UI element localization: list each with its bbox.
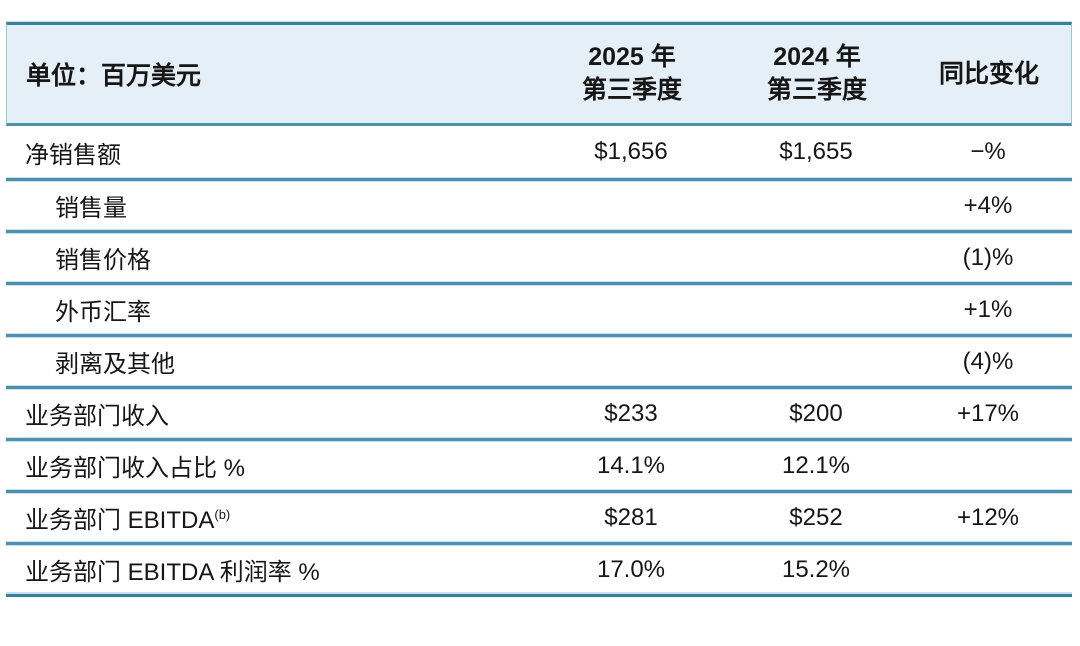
- value-yoy-change: +17%: [956, 399, 1020, 427]
- row-label: 销售量: [6, 188, 538, 223]
- row-label: 净销售额: [6, 135, 538, 170]
- row-label: 业务部门收入: [6, 396, 538, 431]
- value-2024-q3: 12.1%: [781, 451, 851, 479]
- row-label-text: 销售价格: [55, 247, 151, 274]
- unit-label: 单位：百万美元: [26, 62, 202, 90]
- value-yoy-change: −%: [970, 138, 1006, 165]
- column-header-2024-q3: 2024 年 第三季度: [725, 41, 909, 107]
- row-label: 业务部门 EBITDA(b): [6, 500, 538, 535]
- row-label: 业务部门收入占比 %: [6, 448, 538, 483]
- row-label-superscript: (b): [214, 507, 231, 522]
- value-yoy-change: (4)%: [962, 347, 1014, 375]
- value-yoy-change: +1%: [963, 295, 1013, 323]
- table-row: 净销售额 $1,656 $1,655 −%: [6, 126, 1072, 178]
- row-label-text: 业务部门收入占比 %: [25, 455, 246, 482]
- column-header-2025-q3: 2025 年 第三季度: [539, 41, 725, 107]
- value-2025-q3: $1,656: [594, 138, 668, 165]
- column-header-2025-line2: 第三季度: [581, 76, 682, 104]
- value-2024-q3: $1,655: [779, 138, 853, 165]
- table-row: 销售价格 (1)%: [6, 230, 1072, 282]
- table-body: 净销售额 $1,656 $1,655 −% 销售量 +4% 销售价格 (1)% …: [6, 126, 1072, 594]
- value-2024-q3: 15.2%: [781, 555, 851, 583]
- table-row: 剥离及其他 (4)%: [6, 334, 1072, 386]
- value-2025-q3: 14.1%: [596, 451, 666, 479]
- column-header-2025-line1: 2025 年: [588, 43, 676, 71]
- column-header-2024-line2: 第三季度: [766, 76, 867, 104]
- value-2025-q3: $281: [604, 503, 658, 531]
- value-yoy-change: +4%: [963, 191, 1013, 219]
- value-2025-q3: $233: [604, 399, 658, 427]
- value-yoy-change: +12%: [956, 503, 1020, 531]
- row-label-text: 净销售额: [25, 141, 121, 169]
- table-row: 业务部门收入 $233 $200 +17%: [6, 386, 1072, 438]
- row-label-text: 业务部门 EBITDA: [25, 507, 215, 534]
- table-row: 销售量 +4%: [6, 178, 1072, 230]
- row-label: 剥离及其他: [6, 344, 538, 379]
- row-label: 业务部门 EBITDA 利润率 %: [6, 552, 538, 587]
- table-row: 业务部门 EBITDA 利润率 % 17.0% 15.2%: [6, 542, 1072, 594]
- row-label: 外币汇率: [6, 292, 538, 327]
- table-bottom-rule: [6, 594, 1072, 597]
- row-label-text: 销售量: [55, 195, 127, 222]
- value-2024-q3: $200: [789, 399, 843, 427]
- row-label-text: 外币汇率: [55, 299, 151, 326]
- table-row: 外币汇率 +1%: [6, 282, 1072, 334]
- table-row: 业务部门 EBITDA(b) $281 $252 +12%: [6, 490, 1072, 542]
- column-header-yoy: 同比变化: [938, 59, 1039, 88]
- row-label-text: 剥离及其他: [55, 351, 175, 378]
- row-label: 销售价格: [6, 240, 538, 275]
- table-header-row: 单位：百万美元 2025 年 第三季度 2024 年 第三季度 同比变化: [6, 22, 1072, 126]
- value-2025-q3: 17.0%: [596, 555, 666, 583]
- row-label-text: 业务部门收入: [25, 403, 169, 430]
- column-header-2024-line1: 2024 年: [773, 43, 861, 71]
- table-row: 业务部门收入占比 % 14.1% 12.1%: [6, 438, 1072, 490]
- row-label-text: 业务部门 EBITDA 利润率 %: [25, 559, 320, 586]
- value-yoy-change: (1)%: [962, 243, 1014, 271]
- value-2024-q3: $252: [789, 503, 843, 531]
- financial-summary-table: 单位：百万美元 2025 年 第三季度 2024 年 第三季度 同比变化 净销售…: [6, 22, 1072, 597]
